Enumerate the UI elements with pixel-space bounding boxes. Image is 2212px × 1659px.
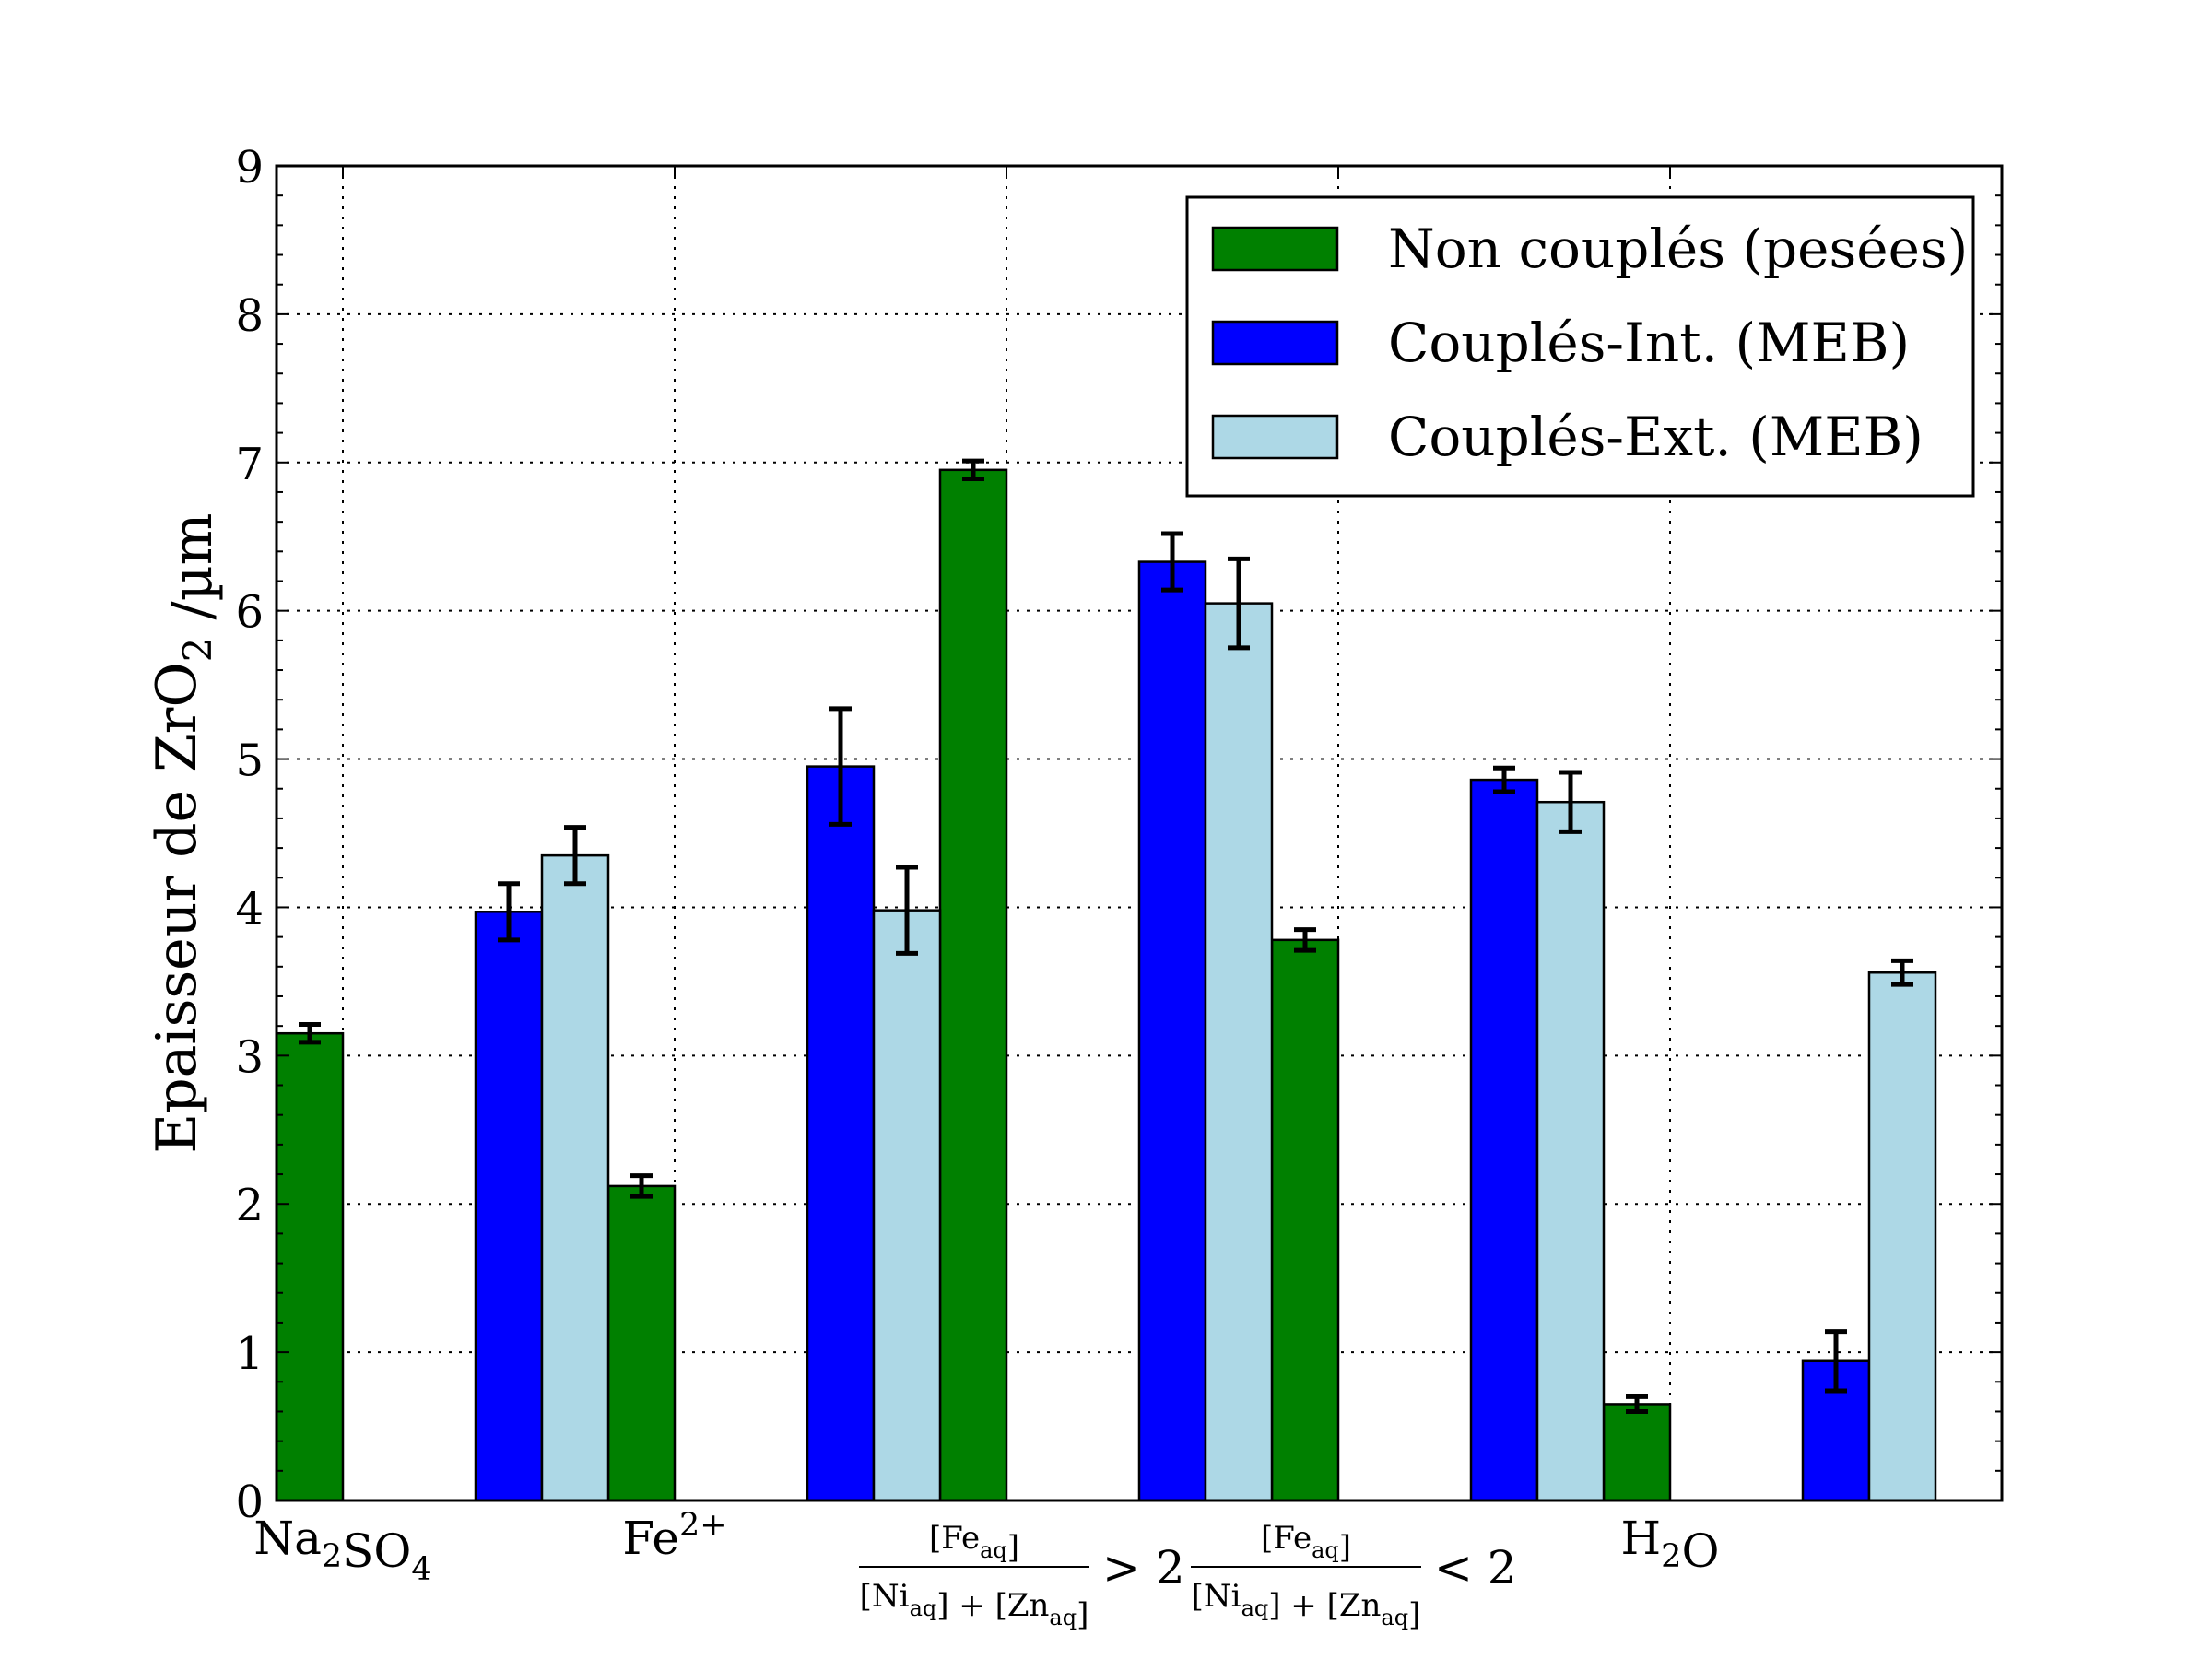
bar bbox=[806, 765, 876, 1502]
legend-swatch bbox=[1211, 414, 1339, 460]
error-bar bbox=[498, 881, 520, 943]
error-bar bbox=[830, 706, 852, 827]
y-tick-label: 7 bbox=[235, 439, 264, 490]
x-tick-label: Na2SO4 bbox=[253, 1512, 431, 1588]
y-tick-label: 2 bbox=[235, 1180, 264, 1231]
bar bbox=[1270, 938, 1340, 1502]
y-tick-label: 1 bbox=[235, 1328, 264, 1380]
y-tick-label: 8 bbox=[235, 290, 264, 342]
x-tick-label: [Feaq] [Niaq] + [Znaq]> 2 bbox=[859, 1520, 1185, 1633]
y-tick-label: 3 bbox=[235, 1031, 264, 1083]
fraction-relation: < 2 bbox=[1434, 1541, 1517, 1594]
x-tick-label: [Feaq] [Niaq] + [Znaq]< 2 bbox=[1191, 1520, 1517, 1633]
error-bar bbox=[299, 1022, 321, 1045]
error-bar bbox=[962, 458, 984, 481]
bar bbox=[938, 468, 1008, 1502]
y-tick-label: 0 bbox=[235, 1477, 264, 1528]
fraction-denominator: [Niaq] + [Znaq] bbox=[860, 1578, 1089, 1633]
error-bar bbox=[1626, 1394, 1648, 1414]
error-bar bbox=[1891, 958, 1913, 987]
x-tick-label: H2O bbox=[1621, 1512, 1720, 1578]
y-tick-label: 9 bbox=[235, 142, 264, 194]
bar bbox=[474, 911, 544, 1502]
y-tick-label: 6 bbox=[235, 587, 264, 639]
error-bar bbox=[1228, 556, 1250, 651]
fraction-denominator: [Niaq] + [Znaq] bbox=[1192, 1578, 1421, 1633]
y-tick-labels: 0 1 2 3 4 5 6 7 8 9 bbox=[235, 142, 264, 1528]
y-tick-label: 4 bbox=[235, 883, 264, 935]
error-bar bbox=[564, 825, 586, 887]
y-tick-label: 5 bbox=[235, 735, 264, 787]
error-bars bbox=[299, 458, 1913, 1414]
bar bbox=[1602, 1403, 1672, 1502]
axis-ticks bbox=[276, 165, 2002, 1501]
legend-swatch bbox=[1211, 226, 1339, 272]
bar bbox=[1137, 560, 1207, 1502]
fraction-relation: > 2 bbox=[1102, 1541, 1185, 1594]
error-bar bbox=[1493, 765, 1515, 794]
error-bar bbox=[1825, 1329, 1847, 1394]
x-tick-label: Fe2+ bbox=[622, 1507, 726, 1565]
y-axis-label: Epaisseur de ZrO2 /µm bbox=[145, 512, 225, 1153]
legend: Non couplés (pesées) Couplés-Int. (MEB) Co… bbox=[1185, 195, 1975, 498]
legend-label: Couplés-Ext. (MEB) bbox=[1388, 406, 1924, 468]
error-bar bbox=[630, 1173, 653, 1199]
legend-label: Couplés-Int. (MEB) bbox=[1388, 312, 1910, 374]
bar bbox=[606, 1184, 677, 1502]
error-bar bbox=[1559, 770, 1582, 834]
fraction-numerator: [Feaq] bbox=[929, 1520, 1019, 1566]
fraction-numerator: [Feaq] bbox=[1261, 1520, 1351, 1566]
bar bbox=[540, 853, 610, 1502]
error-bar bbox=[1161, 531, 1183, 593]
bars bbox=[275, 468, 1937, 1502]
legend-label: Non couplés (pesées) bbox=[1388, 218, 1968, 280]
bar bbox=[1469, 778, 1539, 1502]
legend-swatch bbox=[1211, 320, 1339, 366]
bar bbox=[1867, 971, 1937, 1502]
bar bbox=[872, 909, 942, 1502]
bar bbox=[1204, 602, 1274, 1502]
bar bbox=[275, 1031, 345, 1502]
plot-frame bbox=[275, 164, 2004, 1502]
error-bar bbox=[1294, 927, 1316, 953]
error-bar bbox=[896, 865, 918, 956]
bar bbox=[1535, 800, 1606, 1502]
